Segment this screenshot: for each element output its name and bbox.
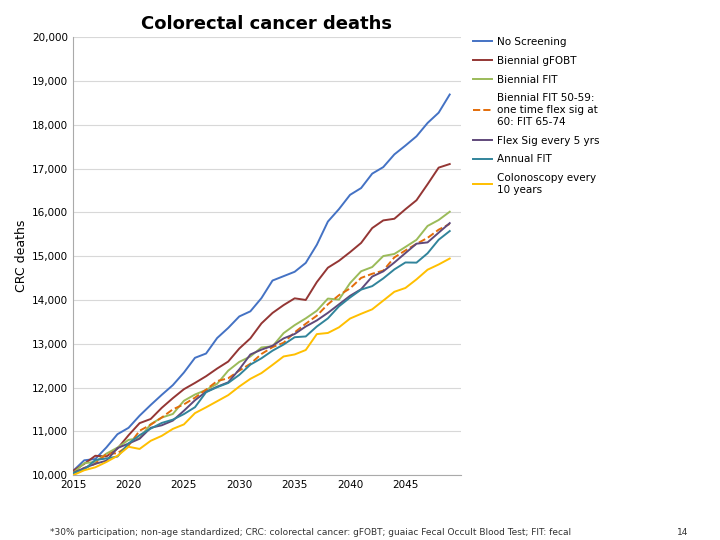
Legend: No Screening, Biennial gFOBT, Biennial FIT, Biennial FIT 50-59:
one time flex si: No Screening, Biennial gFOBT, Biennial F… bbox=[470, 34, 603, 198]
Y-axis label: CRC deaths: CRC deaths bbox=[15, 220, 28, 293]
Title: Colorectal cancer deaths: Colorectal cancer deaths bbox=[141, 15, 392, 33]
Text: *30% participation; non-age standardized; CRC: colorectal cancer: gFOBT; guaiac : *30% participation; non-age standardized… bbox=[50, 528, 572, 537]
Text: 14: 14 bbox=[677, 528, 688, 537]
